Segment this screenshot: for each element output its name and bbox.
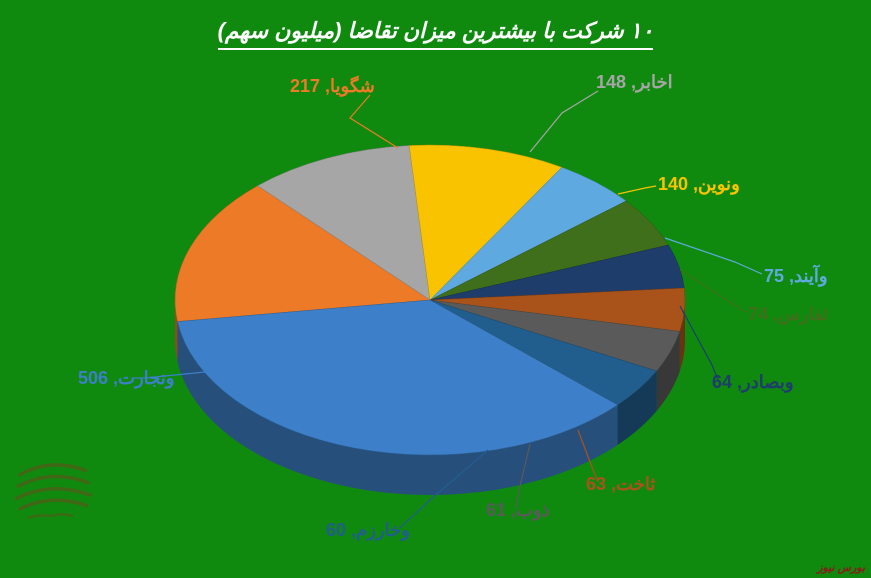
slice-label: شگویا, 217: [290, 76, 375, 97]
leader-line: [680, 306, 718, 380]
leader-line: [350, 95, 398, 148]
slice-label: ونوین, 140: [658, 174, 740, 195]
leader-line: [530, 91, 598, 152]
pie-chart: [0, 0, 871, 578]
slice-label: ثفارس, 74: [748, 304, 828, 325]
source-logo-icon: [10, 453, 100, 523]
slice-label: ذوب, 61: [486, 500, 550, 521]
slice-label: وخارزم, 60: [326, 520, 410, 541]
leader-line: [680, 270, 746, 312]
slice-label: وتجارت, 506: [78, 368, 175, 389]
chart-title: ١٠ شركت با بيشترين ميزان تقاضا (ميليون س…: [0, 18, 871, 50]
slice-label: وآیند, 75: [764, 266, 828, 287]
slice-label: اخابر, 148: [596, 72, 673, 93]
leader-line: [618, 186, 656, 194]
watermark-text: بورس نیوز: [817, 561, 865, 574]
slice-label: وبصادر, 64: [712, 372, 794, 393]
slice-label: ثاخت, 63: [586, 474, 655, 495]
